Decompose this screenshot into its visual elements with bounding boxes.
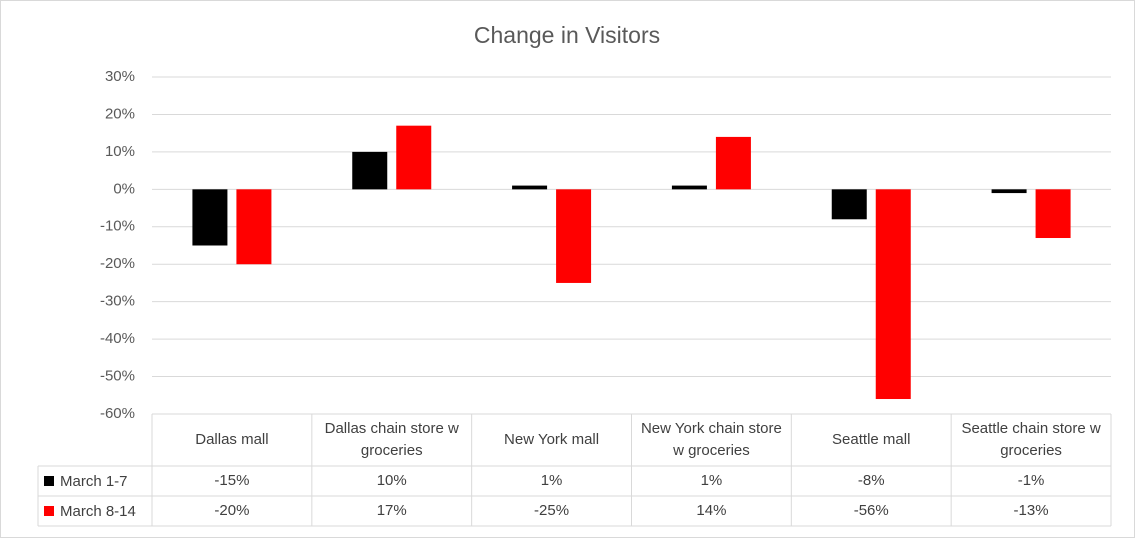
bar <box>875 189 911 400</box>
y-tick-label: -50% <box>100 368 135 385</box>
data-table-value: -20% <box>214 502 250 519</box>
y-tick-label: -40% <box>100 330 135 347</box>
legend-label: March 8-14 <box>60 502 136 520</box>
category-label: Dallas chain store w groceries <box>324 420 459 459</box>
legend-key <box>44 476 54 486</box>
bar <box>556 189 592 283</box>
data-table-value: -13% <box>1013 502 1049 519</box>
y-tick-label: 0% <box>113 180 135 197</box>
bar <box>352 151 388 190</box>
category-label: New York mall <box>504 431 600 448</box>
data-table-value: -56% <box>853 502 889 519</box>
y-tick-label: -10% <box>100 218 135 235</box>
y-tick-label: -20% <box>100 255 135 272</box>
bar <box>991 189 1027 194</box>
bar <box>831 189 867 220</box>
y-tick-label: -60% <box>100 405 135 422</box>
y-tick-label: -30% <box>100 293 135 310</box>
legend-entry: March 8-14 <box>38 496 152 526</box>
y-tick-label: 30% <box>105 68 135 85</box>
y-tick-label: 10% <box>105 143 135 160</box>
data-table-value: -8% <box>857 472 885 489</box>
chart-title: Change in Visitors <box>474 22 660 48</box>
data-table-value: 14% <box>696 502 727 519</box>
category-label: Dallas mall <box>195 431 269 448</box>
legend-entry: March 1-7 <box>38 466 152 496</box>
data-table-value: 17% <box>376 502 407 519</box>
bar <box>1035 189 1071 239</box>
data-table-value: 10% <box>376 472 407 489</box>
bar <box>715 136 751 190</box>
data-table-value: -1% <box>1017 472 1045 489</box>
bar <box>192 189 228 246</box>
legend-label: March 1-7 <box>60 472 128 490</box>
bar <box>671 185 707 190</box>
data-table-value: 1% <box>700 472 723 489</box>
category-label: Seattle mall <box>832 431 911 448</box>
category-label: Seattle chain store w groceries <box>961 420 1101 459</box>
data-table-value: -25% <box>534 502 570 519</box>
legend-key <box>44 506 54 516</box>
y-tick-label: 20% <box>105 105 135 122</box>
category-label: New York chain store w groceries <box>640 420 782 459</box>
data-table-value: -15% <box>214 472 250 489</box>
bar <box>396 125 432 190</box>
bar <box>236 189 272 265</box>
bar <box>512 185 548 190</box>
data-table-value: 1% <box>540 472 563 489</box>
